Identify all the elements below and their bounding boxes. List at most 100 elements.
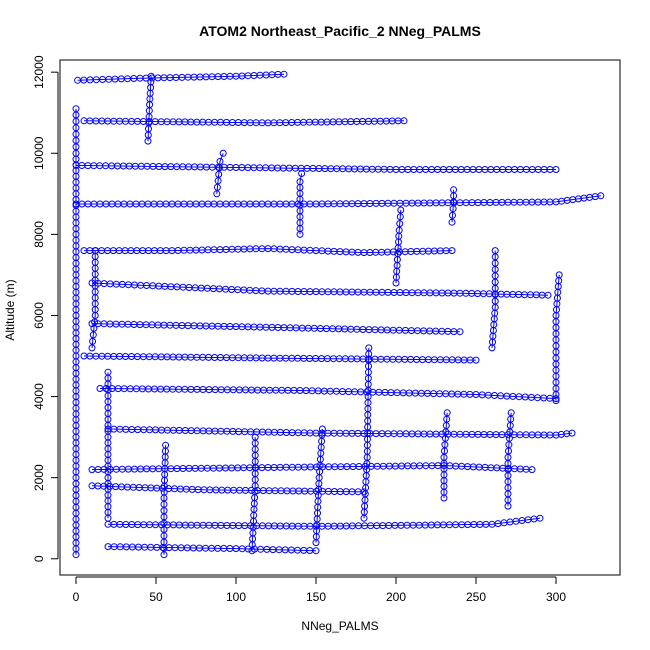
plot-area-frame: [59, 59, 621, 576]
data-point: [215, 170, 223, 178]
series-24: [88, 247, 99, 352]
data-point: [507, 409, 515, 417]
series-23: [504, 409, 515, 510]
series-20: [160, 441, 170, 559]
data-point: [219, 149, 227, 157]
y-tick-label: 2000: [32, 464, 46, 491]
data-point: [568, 429, 576, 437]
data-point: [597, 192, 605, 200]
data-point: [544, 291, 552, 299]
series-6: [80, 245, 456, 257]
data-point: [104, 368, 112, 376]
data-point: [280, 70, 288, 78]
data-point: [89, 337, 97, 345]
x-tick-label: 50: [149, 590, 163, 604]
series-30: [144, 72, 155, 145]
y-tick-label: 6000: [32, 302, 46, 329]
data-point: [215, 164, 223, 172]
x-tick-label: 300: [546, 590, 566, 604]
data-point: [448, 247, 456, 255]
series-line: [91, 485, 365, 493]
series-5: [72, 192, 605, 208]
data-point: [450, 186, 458, 194]
data-point: [563, 430, 571, 438]
data-point: [251, 433, 259, 441]
series-line: [76, 195, 601, 205]
data-point: [213, 183, 221, 191]
series-line: [251, 437, 256, 551]
series-line: [147, 76, 152, 142]
data-point: [91, 318, 99, 326]
series-line: [84, 248, 453, 254]
x-axis: 0 50 100 150 200 250 300: [73, 576, 566, 604]
data-point: [365, 344, 373, 352]
series-11: [104, 425, 576, 439]
data-point: [557, 430, 565, 438]
data-point: [552, 166, 560, 173]
series-line: [107, 546, 317, 552]
data-point: [472, 356, 480, 364]
data-point: [312, 547, 320, 555]
series-line: [163, 445, 167, 555]
series-22: [360, 344, 373, 522]
y-tick-label: 8000: [32, 221, 46, 248]
series-25: [488, 247, 499, 352]
data-point: [449, 205, 457, 213]
y-tick-label: 4000: [32, 383, 46, 410]
chart-title: ATOM2 Northeast_Pacific_2 NNeg_PALMS: [199, 23, 481, 39]
data-point: [88, 344, 96, 352]
data-point: [89, 331, 97, 339]
series-line: [555, 274, 560, 401]
x-tick-label: 200: [386, 590, 406, 604]
data-point: [216, 157, 224, 165]
series-10: [96, 385, 560, 403]
series-line: [443, 412, 448, 498]
data-point: [400, 117, 408, 125]
series-9: [80, 352, 480, 364]
x-tick-label: 250: [466, 590, 486, 604]
x-tick-label: 0: [73, 590, 80, 604]
series-line: [91, 323, 461, 333]
data-point: [491, 247, 499, 255]
data-point: [448, 218, 456, 226]
x-axis-label: NNeg_PALMS: [301, 619, 378, 633]
series-14: [104, 514, 544, 530]
data-point: [162, 441, 170, 449]
data-point: [318, 425, 326, 433]
series-layer: [72, 70, 605, 559]
series-28: [213, 149, 227, 198]
series-2: [74, 70, 288, 84]
series-line: [451, 189, 455, 223]
data-point: [552, 431, 560, 439]
y-tick-label: 10000: [32, 136, 46, 170]
data-point: [397, 206, 405, 214]
series-8: [88, 320, 464, 336]
data-point: [555, 271, 563, 279]
data-point: [536, 514, 544, 522]
y-tick-label: 12000: [32, 55, 46, 89]
data-point: [456, 328, 464, 336]
series-1: [72, 105, 80, 559]
series-3: [80, 117, 408, 127]
data-point: [213, 190, 221, 198]
data-point: [360, 488, 368, 496]
series-15: [104, 543, 320, 555]
data-point: [395, 226, 403, 234]
series-19: [552, 271, 563, 405]
data-point: [443, 409, 451, 417]
series-29: [296, 170, 306, 238]
data-point: [72, 105, 80, 113]
data-point: [298, 170, 306, 177]
y-axis: 0 2000 4000 6000 8000 10000 12000: [32, 55, 59, 562]
data-point: [528, 466, 536, 474]
series-line: [395, 209, 402, 284]
series-26: [392, 206, 405, 287]
series-line: [77, 73, 285, 81]
series-line: [83, 355, 477, 361]
series-18: [440, 409, 451, 502]
series-line: [315, 428, 323, 543]
series-4: [72, 161, 560, 173]
series-line: [363, 347, 370, 519]
